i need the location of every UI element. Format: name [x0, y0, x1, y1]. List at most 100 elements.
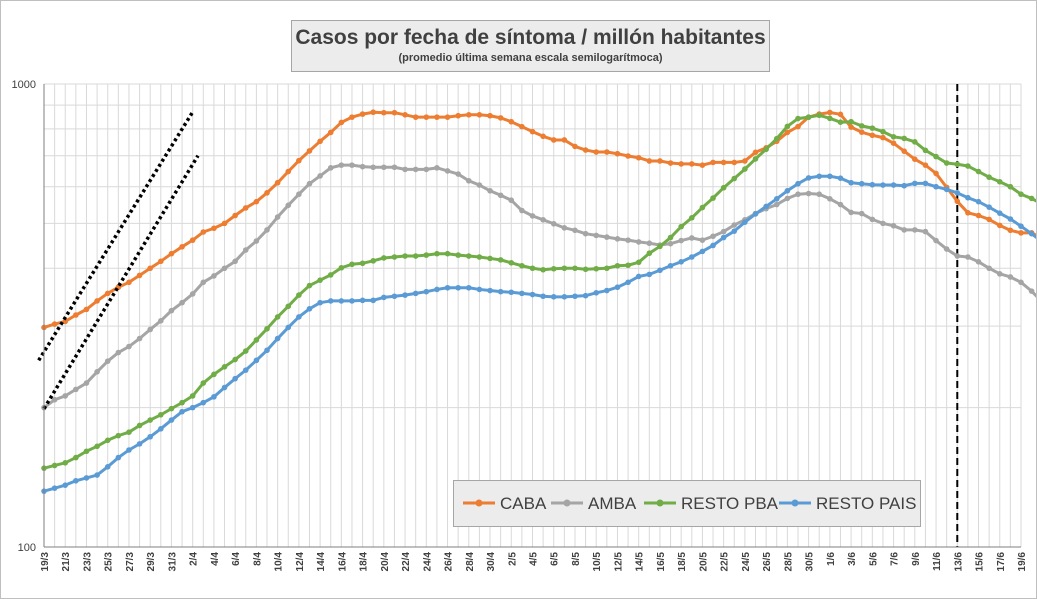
data-point-resto-pais [975, 198, 982, 205]
data-point-amba [784, 195, 791, 202]
data-point-caba [126, 279, 132, 286]
data-point-resto-pais [657, 267, 663, 274]
data-point-resto-pba [158, 411, 164, 418]
data-point-resto-pba [200, 380, 207, 386]
data-point-resto-pais [62, 482, 69, 488]
data-point-resto-pba [94, 443, 100, 450]
data-point-amba [614, 236, 621, 242]
data-point-resto-pba [444, 250, 451, 257]
data-point-resto-pais [242, 367, 249, 373]
x-tick-label: 24/4 [422, 552, 433, 572]
data-point-resto-pais [338, 298, 345, 304]
data-point-amba [104, 358, 111, 364]
data-point-resto-pba [986, 174, 992, 181]
x-tick-label: 12/5 [613, 552, 624, 572]
data-point-resto-pba [657, 243, 663, 250]
data-point-resto-pais [327, 298, 334, 304]
y-tick-label: 1000 [12, 79, 36, 91]
data-point-resto-pba [423, 252, 430, 258]
data-point-resto-pais [827, 173, 833, 180]
data-point-amba [306, 180, 313, 187]
data-point-resto-pais [508, 289, 515, 296]
data-point-resto-pais [317, 299, 323, 306]
series-resto-pba [41, 112, 1037, 471]
data-point-amba [381, 164, 387, 171]
data-point-amba [359, 163, 366, 170]
data-point-resto-pba [1018, 191, 1024, 198]
data-point-resto-pais [773, 196, 780, 202]
data-point-amba [540, 216, 546, 223]
data-point-resto-pais [1018, 223, 1024, 230]
data-point-resto-pais [848, 179, 854, 186]
data-point-resto-pais [890, 182, 897, 188]
data-point-resto-pba [487, 255, 493, 262]
data-point-caba [1018, 230, 1024, 236]
x-tick-label: 30/5 [805, 552, 816, 572]
data-point-caba [912, 156, 918, 162]
data-point-caba [158, 258, 164, 265]
data-point-amba [136, 335, 143, 342]
x-tick-label: 11/6 [932, 552, 943, 571]
data-point-amba [625, 237, 631, 243]
plot-area: 19/3 21/3 23/3 25/3 27/3 29/3 31/3 2/4 4/4 6/4 8/4… [12, 79, 1037, 571]
data-point-amba [126, 343, 132, 350]
data-point-caba [444, 114, 451, 120]
data-point-caba [359, 111, 366, 117]
x-tick-label: 5/6 [868, 552, 879, 566]
data-point-resto-pba [359, 260, 366, 267]
data-point-resto-pais [784, 187, 791, 194]
data-point-resto-pais [572, 293, 578, 300]
data-point-resto-pba [912, 139, 918, 145]
data-point-resto-pais [699, 248, 706, 255]
x-tick-label: 16/4 [337, 552, 348, 572]
data-point-resto-pais [274, 335, 281, 342]
data-point-resto-pba [179, 399, 185, 406]
x-tick-label: 8/4 [252, 552, 263, 566]
data-point-resto-pba [412, 253, 419, 259]
data-point-caba [104, 290, 111, 297]
x-tick-label: 31/3 [167, 552, 178, 572]
data-point-resto-pais [922, 180, 929, 187]
data-point-resto-pba [338, 264, 345, 271]
data-point-resto-pais [688, 254, 695, 260]
x-tick-label: 4/4 [210, 552, 221, 566]
data-point-resto-pais [965, 194, 971, 201]
x-tick-label: 30/4 [486, 552, 497, 572]
data-point-caba [434, 114, 440, 120]
y-tick-label: 100 [18, 542, 36, 554]
data-point-caba [465, 111, 472, 118]
trend-lines [37, 111, 200, 410]
data-point-caba [742, 158, 748, 164]
data-point-amba [189, 291, 196, 297]
data-point-amba [582, 230, 589, 237]
data-point-resto-pba [593, 265, 600, 272]
data-point-caba [784, 129, 791, 136]
data-point-caba [211, 225, 217, 232]
data-point-resto-pais [582, 292, 589, 299]
data-point-amba [264, 227, 270, 233]
data-point-amba [880, 220, 886, 227]
data-point-resto-pais [816, 173, 823, 180]
data-point-resto-pais [805, 175, 812, 181]
data-point-caba [508, 118, 515, 125]
data-point-amba [73, 386, 79, 393]
data-point-amba [455, 171, 461, 177]
x-tick-label: 15/6 [975, 552, 986, 572]
data-point-amba [678, 237, 684, 244]
data-point-caba [253, 198, 260, 205]
data-point-resto-pba [349, 261, 355, 268]
data-point-resto-pais [455, 284, 461, 291]
data-point-amba [922, 228, 929, 235]
x-tick-label: 20/4 [380, 552, 391, 572]
data-point-resto-pba [540, 266, 546, 273]
data-point-amba [805, 190, 812, 197]
data-point-amba [1018, 279, 1024, 286]
data-point-amba [912, 227, 918, 233]
data-point-caba [200, 229, 207, 235]
data-point-caba [593, 149, 600, 155]
series-resto-pais [41, 173, 1037, 494]
legend-swatch-resto-pais [779, 499, 811, 507]
trend-line-2 [42, 154, 200, 410]
data-point-resto-pais [1007, 216, 1014, 222]
data-point-caba [94, 298, 100, 304]
